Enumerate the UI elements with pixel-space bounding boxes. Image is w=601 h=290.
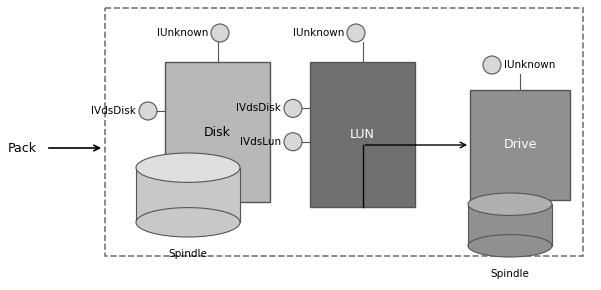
- Circle shape: [483, 56, 501, 74]
- Text: IUnknown: IUnknown: [293, 28, 344, 38]
- Text: Spindle: Spindle: [490, 269, 529, 279]
- Circle shape: [284, 133, 302, 151]
- Ellipse shape: [136, 208, 240, 237]
- Text: IVdsDisk: IVdsDisk: [91, 106, 136, 116]
- Text: Spindle: Spindle: [168, 249, 207, 259]
- Ellipse shape: [468, 235, 552, 257]
- Text: Drive: Drive: [503, 139, 537, 151]
- Circle shape: [347, 24, 365, 42]
- Bar: [468, 204, 552, 246]
- Bar: [470, 90, 570, 200]
- Bar: [136, 168, 240, 222]
- Text: IVdsDisk: IVdsDisk: [236, 104, 281, 113]
- Ellipse shape: [136, 153, 240, 182]
- Text: LUN: LUN: [350, 128, 375, 141]
- Bar: [165, 62, 270, 202]
- Text: IUnknown: IUnknown: [157, 28, 208, 38]
- Text: Disk: Disk: [204, 126, 231, 139]
- Text: IVdsLun: IVdsLun: [240, 137, 281, 147]
- Circle shape: [139, 102, 157, 120]
- Ellipse shape: [468, 193, 552, 215]
- Text: Pack: Pack: [8, 142, 37, 155]
- Circle shape: [284, 99, 302, 117]
- Text: IUnknown: IUnknown: [504, 60, 555, 70]
- Circle shape: [211, 24, 229, 42]
- Bar: [105, 8, 583, 256]
- Bar: [310, 62, 415, 207]
